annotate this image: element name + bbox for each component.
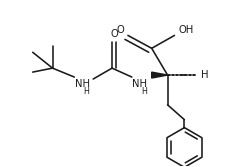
Text: NH: NH — [132, 79, 147, 89]
Text: O: O — [116, 25, 124, 35]
Text: O: O — [110, 29, 118, 39]
Text: H: H — [141, 88, 147, 96]
Text: H: H — [201, 70, 209, 80]
Text: OH: OH — [179, 25, 194, 35]
Text: H: H — [83, 88, 89, 96]
Text: NH: NH — [75, 79, 90, 89]
Polygon shape — [152, 72, 168, 78]
